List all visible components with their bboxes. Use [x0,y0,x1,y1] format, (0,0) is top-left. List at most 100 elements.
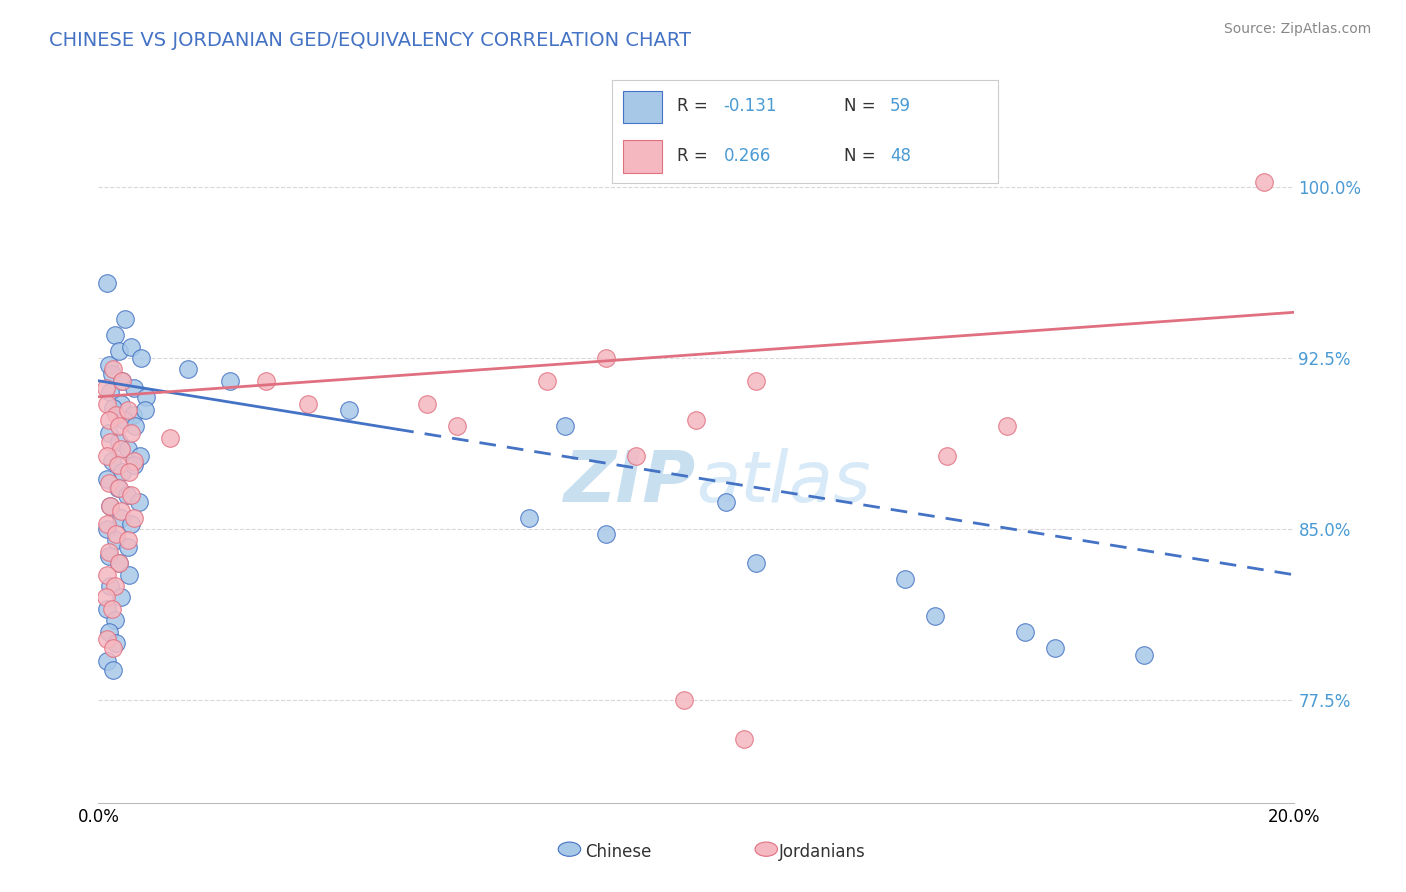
Point [1043,640,1066,655]
Point [745,374,768,388]
Text: -0.131: -0.131 [724,97,778,115]
Point [112,412,135,426]
Point [105,526,128,541]
Point [96,602,118,616]
Point [107,481,129,495]
Point [254,374,277,388]
Point [129,449,152,463]
Point [536,374,558,388]
Point [96,276,118,290]
Point [995,419,1018,434]
Point [98,549,121,564]
Point [1133,648,1156,662]
Circle shape [755,842,778,856]
Point [98,545,121,559]
Point [159,431,181,445]
Text: CHINESE VS JORDANIAN GED/EQUIVALENCY CORRELATION CHART: CHINESE VS JORDANIAN GED/EQUIVALENCY COR… [49,31,692,50]
Text: Source: ZipAtlas.com: Source: ZipAtlas.com [1223,22,1371,37]
Text: atlas: atlas [696,449,870,517]
Point [104,613,127,627]
Point [98,358,121,372]
Point [1253,175,1275,189]
Point [108,556,131,570]
Point [673,693,696,707]
Point [105,636,128,650]
Text: R =: R = [678,97,713,115]
Text: N =: N = [844,146,880,165]
Point [118,567,141,582]
Point [1014,624,1036,639]
Point [124,419,146,434]
Point [96,567,118,582]
Point [94,591,117,605]
Point [98,435,122,450]
Point [120,340,142,354]
Point [114,312,136,326]
Bar [623,140,662,173]
Point [111,374,134,388]
Point [108,435,131,450]
Point [115,488,138,502]
Point [98,500,122,514]
Point [110,504,132,518]
Text: R =: R = [678,146,713,165]
Point [117,403,139,417]
Point [124,510,146,524]
Point [122,408,145,422]
Point [135,390,157,404]
Point [120,426,142,441]
Point [98,624,121,639]
Point [100,602,122,616]
Point [124,458,146,473]
Point [124,453,146,467]
Point [96,522,118,536]
Point [936,449,959,463]
Point [100,453,122,467]
Point [120,517,142,532]
Point [416,396,439,410]
Point [110,510,132,524]
Point [108,344,131,359]
Text: ZIP: ZIP [564,449,696,517]
Point [219,374,242,388]
Point [131,351,153,365]
Point [98,426,121,441]
Point [98,500,122,514]
Point [110,591,132,605]
Point [714,494,737,508]
Point [297,396,319,410]
Point [120,488,142,502]
Point [446,419,468,434]
Point [104,579,127,593]
Text: 0.266: 0.266 [724,146,770,165]
Point [118,465,141,479]
Text: 48: 48 [890,146,911,165]
Point [124,381,146,395]
Point [100,367,122,381]
Circle shape [558,842,581,856]
Point [134,403,156,417]
Point [94,381,117,395]
Point [103,362,125,376]
Point [595,351,617,365]
Point [96,517,118,532]
Point [733,731,755,746]
Point [96,632,118,646]
Point [110,396,132,410]
Point [117,533,139,548]
Point [105,408,128,422]
Point [339,403,361,417]
Text: 59: 59 [890,97,911,115]
Point [98,579,122,593]
Point [107,458,129,473]
Point [110,442,132,457]
Point [103,664,125,678]
Point [128,494,150,508]
Point [111,465,134,479]
Point [108,556,131,570]
Bar [623,91,662,123]
Point [626,449,648,463]
Point [96,472,118,486]
Point [103,401,125,416]
Point [554,419,576,434]
